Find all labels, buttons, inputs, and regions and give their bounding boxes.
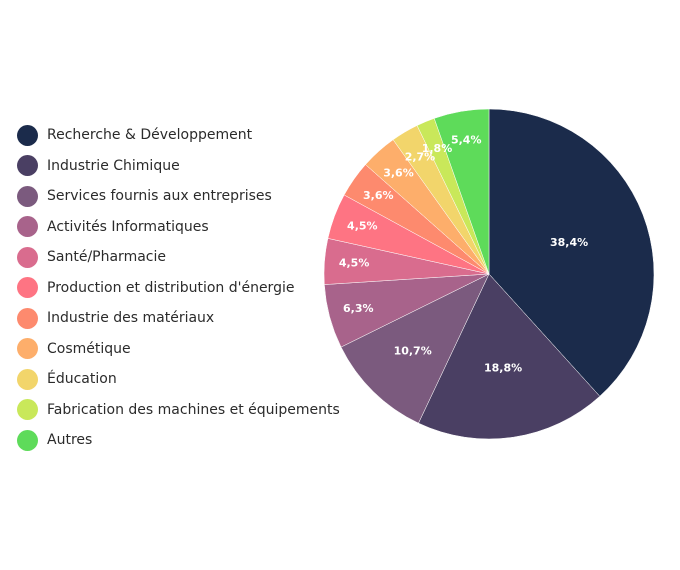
- legend-swatch: [17, 216, 38, 238]
- legend-swatch: [17, 399, 38, 421]
- legend-swatch: [17, 246, 38, 268]
- legend-item: Activités Informatiques: [17, 212, 357, 243]
- legend-label: Industrie Chimique: [47, 157, 180, 174]
- legend-item: Industrie des matériaux: [17, 303, 357, 334]
- legend-item: Industrie Chimique: [17, 151, 357, 182]
- legend-label: Production et distribution d'énergie: [47, 279, 295, 296]
- legend-swatch: [17, 307, 38, 329]
- legend-item: Fabrication des machines et équipements: [17, 395, 357, 426]
- legend-swatch: [17, 338, 38, 360]
- pie-slice: [488, 108, 655, 397]
- legend-label: Autres: [47, 432, 93, 449]
- pie-slice: [340, 273, 490, 424]
- slice-data-label: 1,8%: [422, 142, 453, 155]
- pie-slice: [418, 273, 601, 440]
- legend-swatch: [17, 124, 38, 146]
- legend-swatch: [17, 429, 38, 451]
- slice-data-label: 4,5%: [339, 257, 370, 270]
- pie-slice: [433, 108, 490, 275]
- legend-item: Recherche & Développement: [17, 120, 357, 151]
- legend-swatch: [17, 155, 38, 177]
- slice-data-label: 4,5%: [347, 220, 378, 233]
- slice-data-label: 38,4%: [550, 236, 588, 249]
- legend-item: Production et distribution d'énergie: [17, 273, 357, 304]
- slice-data-label: 3,6%: [383, 166, 414, 179]
- slice-data-label: 10,7%: [394, 345, 432, 358]
- legend-swatch: [17, 277, 38, 299]
- slice-data-label: 18,8%: [484, 362, 522, 375]
- legend-label: Activités Informatiques: [47, 218, 209, 235]
- slice-data-label: 3,6%: [363, 189, 394, 202]
- legend-label: Cosmétique: [47, 340, 131, 357]
- legend-item: Santé/Pharmacie: [17, 242, 357, 273]
- legend-item: Services fournis aux entreprises: [17, 181, 357, 212]
- slice-data-label: 5,4%: [451, 134, 482, 147]
- slice-data-label: 2,7%: [405, 151, 436, 164]
- legend-swatch: [17, 185, 38, 207]
- legend-label: Recherche & Développement: [47, 127, 253, 144]
- legend-swatch: [17, 368, 38, 390]
- legend-item: Cosmétique: [17, 334, 357, 365]
- chart-legend: Recherche & Développement Industrie Chimi…: [17, 120, 357, 456]
- legend-item: Autres: [17, 425, 357, 456]
- legend-label: Services fournis aux entreprises: [47, 188, 272, 205]
- legend-label: Santé/Pharmacie: [47, 249, 166, 266]
- legend-item: Éducation: [17, 364, 357, 395]
- legend-label: Éducation: [47, 371, 117, 388]
- slice-data-label: 6,3%: [343, 302, 374, 315]
- legend-label: Industrie des matériaux: [47, 310, 215, 327]
- legend-label: Fabrication des machines et équipements: [47, 401, 340, 418]
